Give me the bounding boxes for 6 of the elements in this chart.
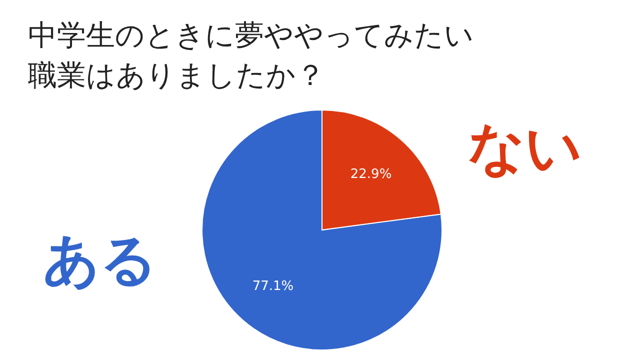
data-label: 22.9% — [350, 167, 392, 182]
pie-slice — [202, 110, 442, 350]
chart-title: 中学生のときに夢ややってみたい職業はありましたか？ — [28, 18, 474, 92]
slice-label: ある — [43, 228, 157, 293]
data-label: 77.1% — [252, 278, 294, 294]
slice-label: ない — [468, 116, 582, 181]
